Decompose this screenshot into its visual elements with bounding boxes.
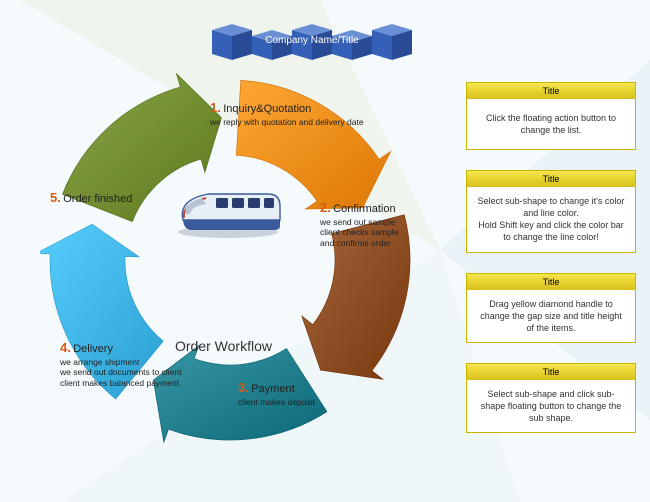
info-cards-column: TitleClick the floating action button to… [466,82,636,433]
info-card-1-body: Click the floating action button to chan… [467,99,635,149]
info-card-2-title: Title [467,171,635,187]
info-card-2: TitleSelect sub-shape to change it's col… [466,170,636,253]
step-3-label: 3. Paymentclient makes deposit [238,380,388,407]
info-card-3: TitleDrag yellow diamond handle to chang… [466,273,636,343]
step-2-label: 2. Confirmationwe send out sampleclient … [320,200,460,249]
info-card-4: TitleSelect sub-shape and click sub-shap… [466,363,636,433]
info-card-1: TitleClick the floating action button to… [466,82,636,150]
info-card-4-body: Select sub-shape and click sub-shape flo… [467,380,635,432]
info-card-2-body: Select sub-shape to change it's color an… [467,187,635,252]
step-5-label: 5. Order finished [50,190,190,207]
info-card-4-title: Title [467,364,635,380]
company-title-label: Company Name/Title [265,35,359,46]
step-1-label: 1. Inquiry&Quotationwe reply with quotat… [210,100,390,127]
info-card-3-body: Drag yellow diamond handle to change the… [467,290,635,342]
info-card-3-title: Title [467,274,635,290]
company-header: Company Name/Title [212,20,412,60]
train-icon [168,180,288,240]
step-4-label: 4. Deliverywe arrange shipmentwe send ou… [60,340,250,389]
info-card-1-title: Title [467,83,635,99]
